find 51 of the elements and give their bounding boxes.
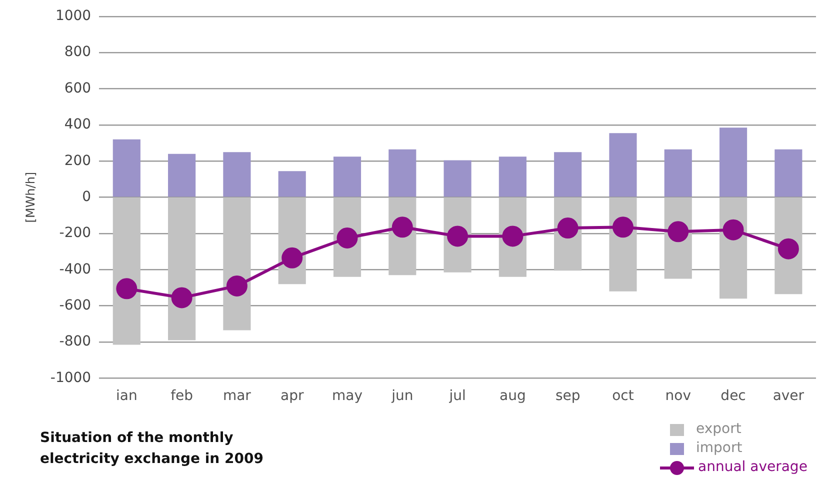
x-tick-label: aver xyxy=(772,388,804,404)
point xyxy=(226,275,248,296)
bar xyxy=(498,156,526,197)
y-tick-label: -600 xyxy=(59,297,92,314)
bar xyxy=(664,149,692,197)
bar xyxy=(223,152,251,197)
point xyxy=(282,247,303,268)
y-tick-label: 200 xyxy=(64,152,92,169)
x-tick-label: feb xyxy=(170,388,194,404)
y-tick-label: -1000 xyxy=(50,370,92,386)
y-tick-label: 0 xyxy=(82,188,92,205)
x-tick-label: jul xyxy=(448,388,466,404)
bar xyxy=(388,149,416,197)
bar xyxy=(444,160,472,197)
x-tick-label: jun xyxy=(390,388,414,404)
x-tick-label: dec xyxy=(720,388,746,404)
point xyxy=(116,278,138,300)
text: Situation of the monthly electricity exchange in 2009 xyxy=(40,429,264,469)
y-tick-label: -400 xyxy=(59,261,92,278)
bar xyxy=(333,156,362,197)
legend-label: import xyxy=(696,439,742,458)
legend-label: export xyxy=(696,420,742,439)
bar xyxy=(774,149,802,197)
y-tick-label: 800 xyxy=(64,44,92,60)
bar xyxy=(112,198,140,345)
y-tick-label: 400 xyxy=(64,116,92,133)
y-tick-label: 600 xyxy=(64,80,92,96)
x-tick-label: oct xyxy=(612,388,634,404)
point xyxy=(778,238,799,260)
y-axis-title: [MWh/h] xyxy=(23,172,38,223)
bar xyxy=(554,152,582,197)
x-tick-label: apr xyxy=(280,388,304,404)
x-tick-label: nov xyxy=(665,388,691,404)
x-tick-label: may xyxy=(332,388,363,404)
bar xyxy=(278,171,306,197)
x-tick-label: sep xyxy=(555,388,580,404)
bar xyxy=(609,133,637,197)
bar xyxy=(112,139,140,197)
y-tick-label: -200 xyxy=(59,225,92,242)
bar xyxy=(168,198,196,340)
legend-label: annual average xyxy=(698,458,808,477)
x-tick-label: aug xyxy=(500,388,526,404)
y-tick-label: -800 xyxy=(59,334,92,350)
bar xyxy=(719,128,748,197)
bar xyxy=(168,154,196,197)
point xyxy=(171,287,192,308)
point xyxy=(612,216,634,238)
x-tick-label: ian xyxy=(116,388,138,404)
x-tick-label: mar xyxy=(222,388,252,404)
point xyxy=(722,219,744,240)
y-tick-label: 1000 xyxy=(55,8,92,24)
